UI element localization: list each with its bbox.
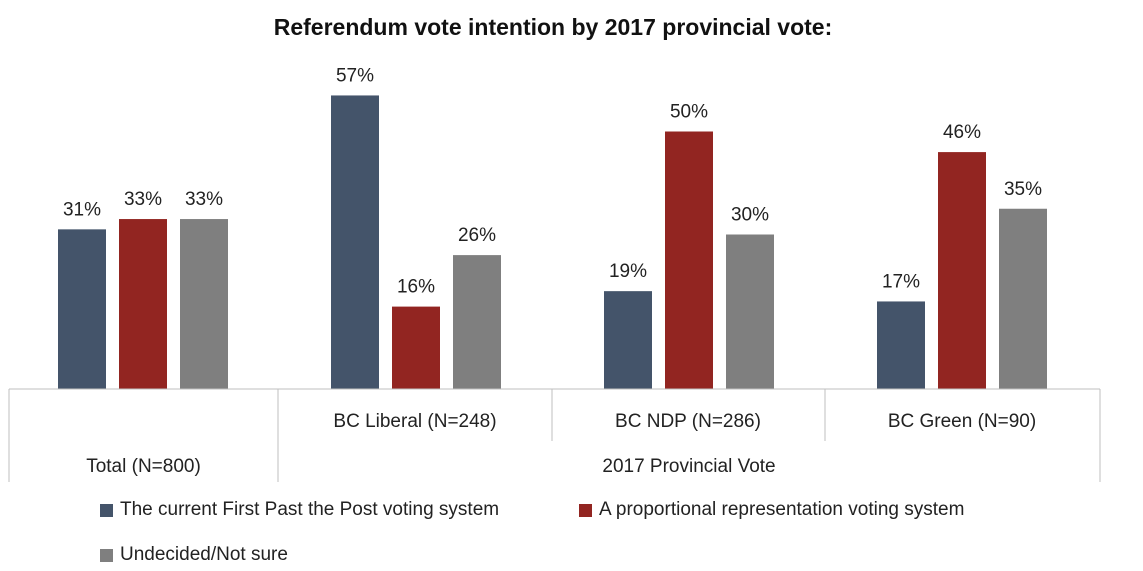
data-label-bc-green-undecided: 35% [1004, 179, 1042, 200]
data-label-bc-liberal-fptp: 57% [336, 65, 374, 86]
bar-bc-liberal-pr [392, 306, 440, 389]
bar-total-pr [119, 219, 167, 389]
bar-bc-green-fptp [877, 301, 925, 389]
category-label-bc-ndp: BC NDP (N=286) [615, 411, 761, 432]
legend-item-undecided: Undecided/Not sure [100, 544, 288, 566]
group-label-provincial-vote: 2017 Provincial Vote [602, 456, 775, 477]
category-label-total: Total (N=800) [86, 456, 201, 477]
bar-bc-ndp-pr [665, 131, 713, 389]
bar-total-fptp [58, 229, 106, 389]
data-label-bc-ndp-pr: 50% [670, 102, 708, 123]
category-label-bc-liberal: BC Liberal (N=248) [333, 411, 496, 432]
data-label-bc-green-fptp: 17% [882, 271, 920, 292]
legend-item-pr: A proportional representation voting sys… [579, 499, 964, 521]
legend-label-pr: A proportional representation voting sys… [599, 499, 965, 520]
category-label-bc-green: BC Green (N=90) [888, 411, 1036, 432]
data-label-total-fptp: 31% [63, 199, 101, 220]
data-label-total-pr: 33% [124, 189, 162, 210]
data-labels-layer: 31% 33% 33% 57% 16% 26% 19% 50% 30% 17% 46% 35% [63, 65, 1042, 297]
legend-swatch-fptp [100, 503, 113, 517]
data-label-bc-ndp-undecided: 30% [731, 205, 769, 226]
legend-swatch-pr [579, 503, 592, 517]
legend-item-fptp: The current First Past the Post voting s… [100, 499, 499, 521]
data-label-bc-green-pr: 46% [943, 122, 981, 143]
bar-total-undecided [180, 219, 228, 389]
bar-bc-green-undecided [999, 208, 1047, 389]
category-axis-table: Total (N=800) BC Liberal (N=248) BC NDP (N… [8, 388, 1101, 482]
legend-label-undecided: Undecided/Not sure [120, 544, 288, 565]
data-label-total-undecided: 33% [185, 189, 223, 210]
legend-label-fptp: The current First Past the Post voting s… [120, 499, 500, 520]
bar-bc-ndp-undecided [726, 234, 774, 389]
bar-bc-ndp-fptp [604, 291, 652, 389]
legend-swatch-undecided [100, 548, 113, 562]
bars-layer [58, 95, 1047, 389]
data-label-bc-liberal-undecided: 26% [458, 225, 496, 246]
bar-bc-liberal-fptp [331, 95, 379, 389]
bar-bc-liberal-undecided [453, 255, 501, 389]
data-label-bc-liberal-pr: 16% [397, 277, 435, 298]
data-label-bc-ndp-fptp: 19% [609, 261, 647, 282]
bar-bc-green-pr [938, 152, 986, 389]
chart-title: Referendum vote intention by 2017 provin… [273, 14, 833, 40]
